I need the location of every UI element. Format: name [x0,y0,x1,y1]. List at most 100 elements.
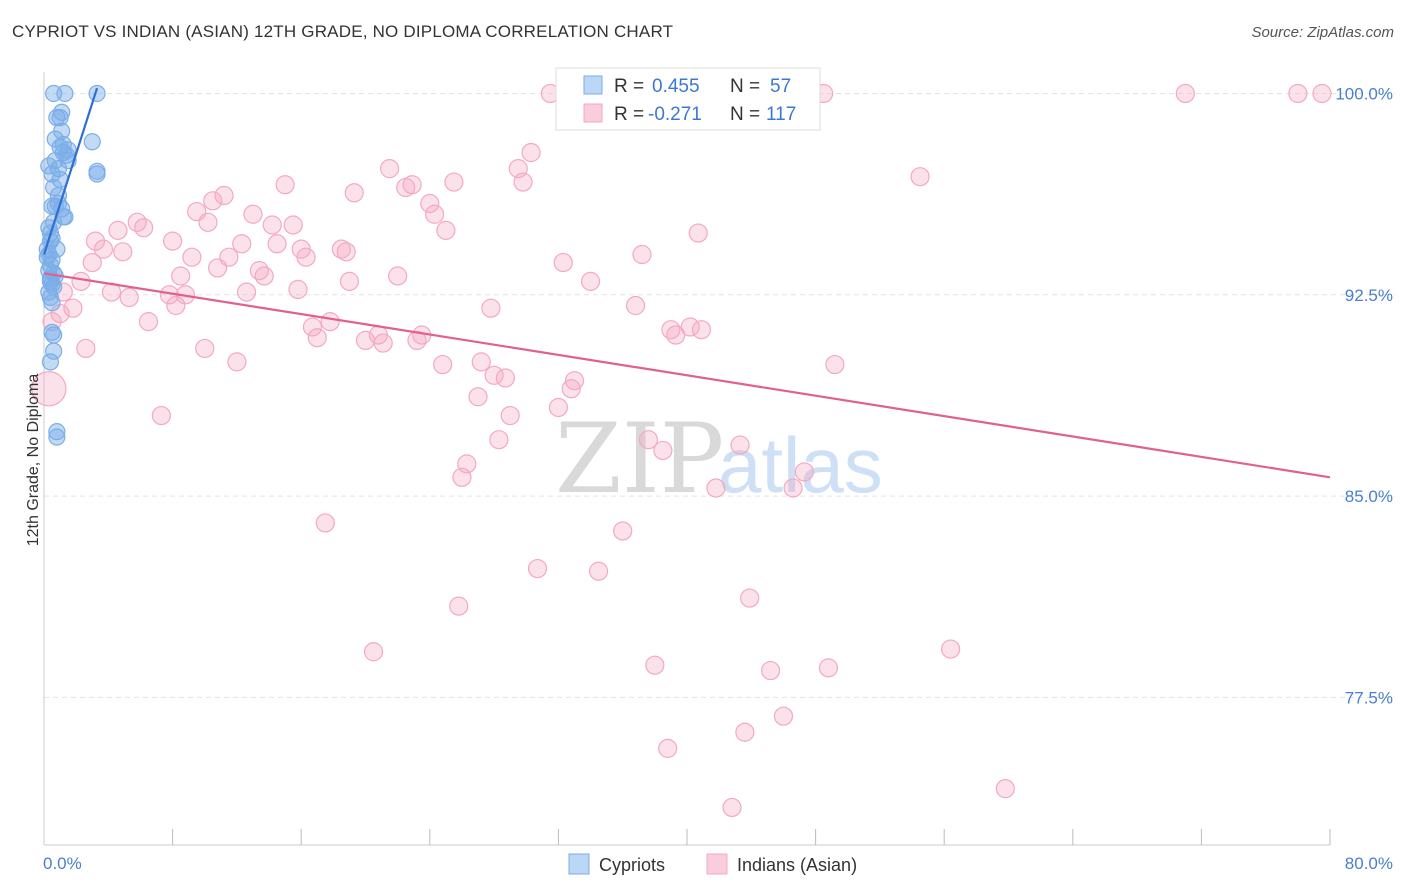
cypriot-point [41,353,60,371]
cypriot-point [43,323,61,341]
indian-point [613,521,633,541]
legend-n-value-indians: 117 [766,104,796,125]
indian-point [31,371,67,407]
indian-point [688,223,708,243]
bottom-legend-swatch-cypriots [568,853,590,875]
indian-point [166,295,186,316]
indian-point [195,338,215,359]
indian-point [625,295,646,316]
y-axis-label: 12th Grade, No Diploma [25,374,42,547]
indian-point [783,478,803,498]
trend-lines [42,87,1331,479]
axes [43,72,1331,846]
cypriot-point [48,428,66,446]
indian-point [706,478,726,498]
indian-point [760,660,781,681]
indian-point [108,220,128,240]
bottom-legend: Cypriots Indians (Asian) [568,853,857,875]
grid-lines [44,92,1395,698]
indian-point [457,454,477,474]
indian-point [425,204,445,224]
indian-point [638,430,659,450]
indian-point [227,352,247,372]
indian-point [138,312,159,332]
indian-point [436,220,456,240]
indian-point [548,397,569,418]
indian-point [513,172,533,192]
indian-point [941,639,961,659]
indian-point [151,405,171,426]
indian-point [283,215,303,235]
chart-title: CYPRIOT VS INDIAN (ASIAN) 12TH GRADE, NO… [12,22,674,41]
indian-point [254,266,274,286]
x-tick-left: 0.0% [43,854,82,873]
indian-point [171,266,191,286]
indian-point [527,558,548,579]
y-tick-label: 100.0% [1335,84,1393,103]
indian-point [521,142,541,163]
legend-swatch-indians [583,103,603,123]
indian-point [495,368,515,388]
indian-point [735,722,755,742]
indian-point [214,185,234,206]
indian-point [288,279,308,300]
indian-point [489,430,509,450]
cypriot-point [54,135,72,154]
indian-point [219,247,239,267]
indian-point [388,266,408,286]
cypriot-point [48,423,66,441]
indian-point [339,271,360,291]
indian-point [380,159,400,179]
indian-point [740,588,760,608]
legend-n-label-cypriots: N = [730,76,760,97]
indian-point [588,561,609,581]
indian-point [553,252,573,273]
indian-point [794,462,814,482]
indian-point [995,779,1015,799]
indian-point [433,354,453,375]
indian-point [1288,83,1308,104]
indian-point [93,239,114,259]
indian-point [344,183,364,203]
indian-point [1312,83,1332,104]
indian-point [402,175,422,195]
trend-line-indians [43,272,1331,479]
bottom-legend-label-indians: Indians (Asian) [737,855,857,875]
bottom-legend-label-cypriots: Cypriots [599,855,665,875]
legend-n-value-cypriots: 57 [770,76,791,97]
indian-point [76,338,96,359]
indian-point [730,435,750,455]
x-tick-right: 80.0% [1345,854,1393,873]
cypriot-point [88,84,106,103]
indian-point [163,231,183,251]
indian-point [910,167,930,187]
indian-point [468,387,488,407]
indian-point [481,298,501,318]
bottom-legend-swatch-indians [706,853,728,875]
indian-point [203,191,223,211]
cypriot-point [45,326,63,344]
cypriot-point [59,141,77,159]
indian-point [471,352,491,372]
cypriot-point [56,84,74,103]
indian-point [267,234,287,254]
indian-point [722,797,742,818]
watermark: ZIP atlas [555,403,883,515]
cypriot-point [40,157,58,175]
indian-point [320,312,340,332]
indian-point [85,231,106,251]
indian-point [484,365,504,385]
indian-point [691,320,712,340]
indian-point [82,252,102,273]
watermark-zip: ZIP [555,403,724,515]
indian-point [444,172,464,192]
legend-r-value-indians: -0.271 [648,104,702,125]
indian-point [127,212,147,232]
indian-point [71,271,91,291]
indian-point [275,175,295,195]
indian-point [653,440,673,461]
watermark-atlas: atlas [718,421,883,509]
indian-point [134,218,154,238]
indian-point [580,271,601,291]
